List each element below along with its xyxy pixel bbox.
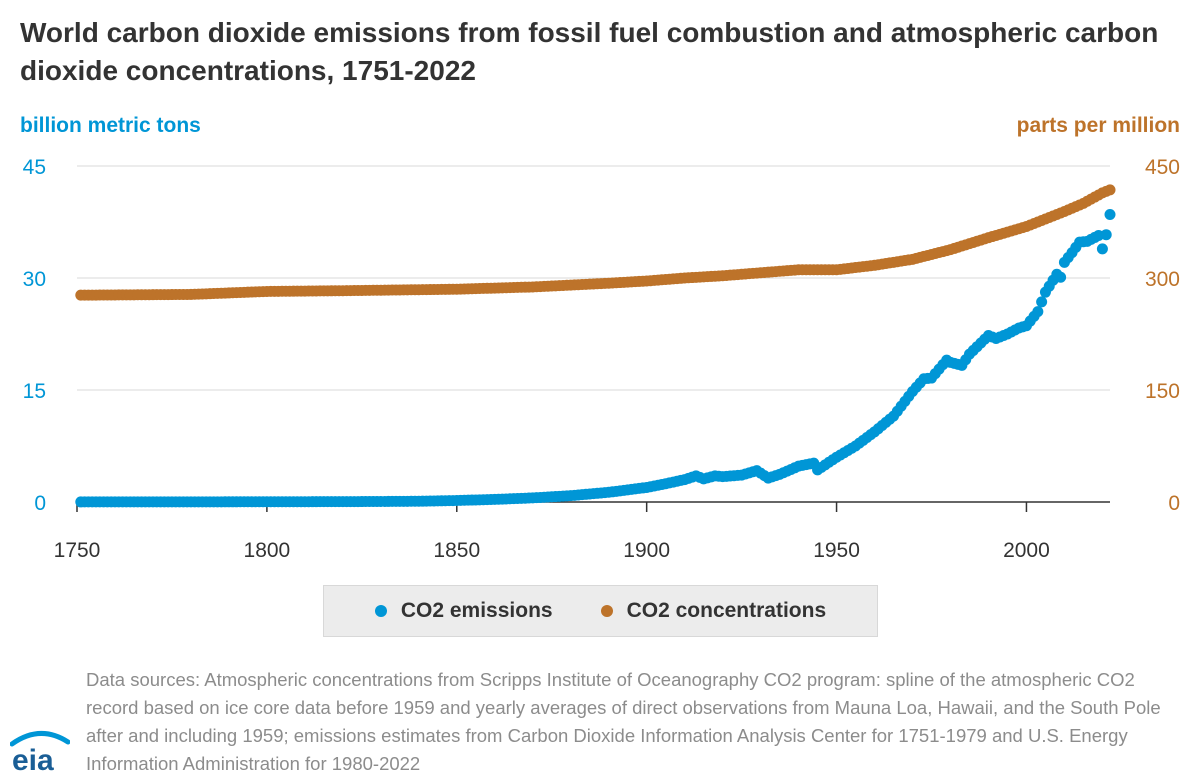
chart-plot: 0 0 15 150 30 300 45 450 1750 1800 1850 1900 1950 200… <box>23 156 1180 560</box>
legend-label-concentrations: CO2 concentrations <box>626 599 827 622</box>
emission-point <box>1055 271 1067 283</box>
legend: CO2 emissions CO2 concentrations <box>323 585 878 637</box>
data-sources-note: Data sources: Atmospheric concentrations… <box>86 669 1161 774</box>
legend-label-emissions: CO2 emissions <box>400 599 553 622</box>
grid-lines <box>77 165 1110 503</box>
x-tick-label: 1950 <box>813 539 860 560</box>
chart-title: World carbon dioxide emissions from foss… <box>20 17 1159 86</box>
concentrations-marker-icon <box>600 605 613 617</box>
right-tick-label: 0 <box>1168 492 1180 515</box>
x-tick-label: 1750 <box>54 539 101 560</box>
right-axis-title: parts per million <box>1016 114 1180 137</box>
logo-text: eia <box>12 744 54 774</box>
left-axis-title: billion metric tons <box>20 114 201 137</box>
emission-point <box>1104 209 1116 221</box>
left-tick-label: 45 <box>23 156 46 179</box>
left-tick-label: 0 <box>34 492 46 515</box>
right-tick-label: 300 <box>1145 268 1180 291</box>
eia-logo: eia <box>10 731 70 774</box>
x-tick-label: 2000 <box>1003 539 1050 560</box>
emissions-marker-icon <box>374 605 387 617</box>
right-tick-label: 150 <box>1145 380 1180 403</box>
left-tick-label: 30 <box>23 268 46 291</box>
emission-point <box>1032 306 1044 318</box>
axis-ticks: 0 0 15 150 30 300 45 450 1750 1800 1850 1900 1950 200… <box>23 156 1180 560</box>
emission-point <box>1100 229 1112 241</box>
right-tick-label: 450 <box>1145 156 1180 179</box>
left-tick-label: 15 <box>23 380 46 403</box>
emission-point <box>1036 296 1048 308</box>
x-tick-label: 1900 <box>623 539 670 560</box>
data-series <box>75 184 1116 508</box>
legend-item-emissions: CO2 emissions <box>374 599 553 623</box>
x-tick-label: 1800 <box>244 539 291 560</box>
concentration-point <box>1104 184 1116 196</box>
legend-item-concentrations: CO2 concentrations <box>600 599 827 623</box>
logo-arc <box>10 731 70 747</box>
x-tick-label: 1850 <box>433 539 480 560</box>
emission-point <box>1096 243 1108 255</box>
